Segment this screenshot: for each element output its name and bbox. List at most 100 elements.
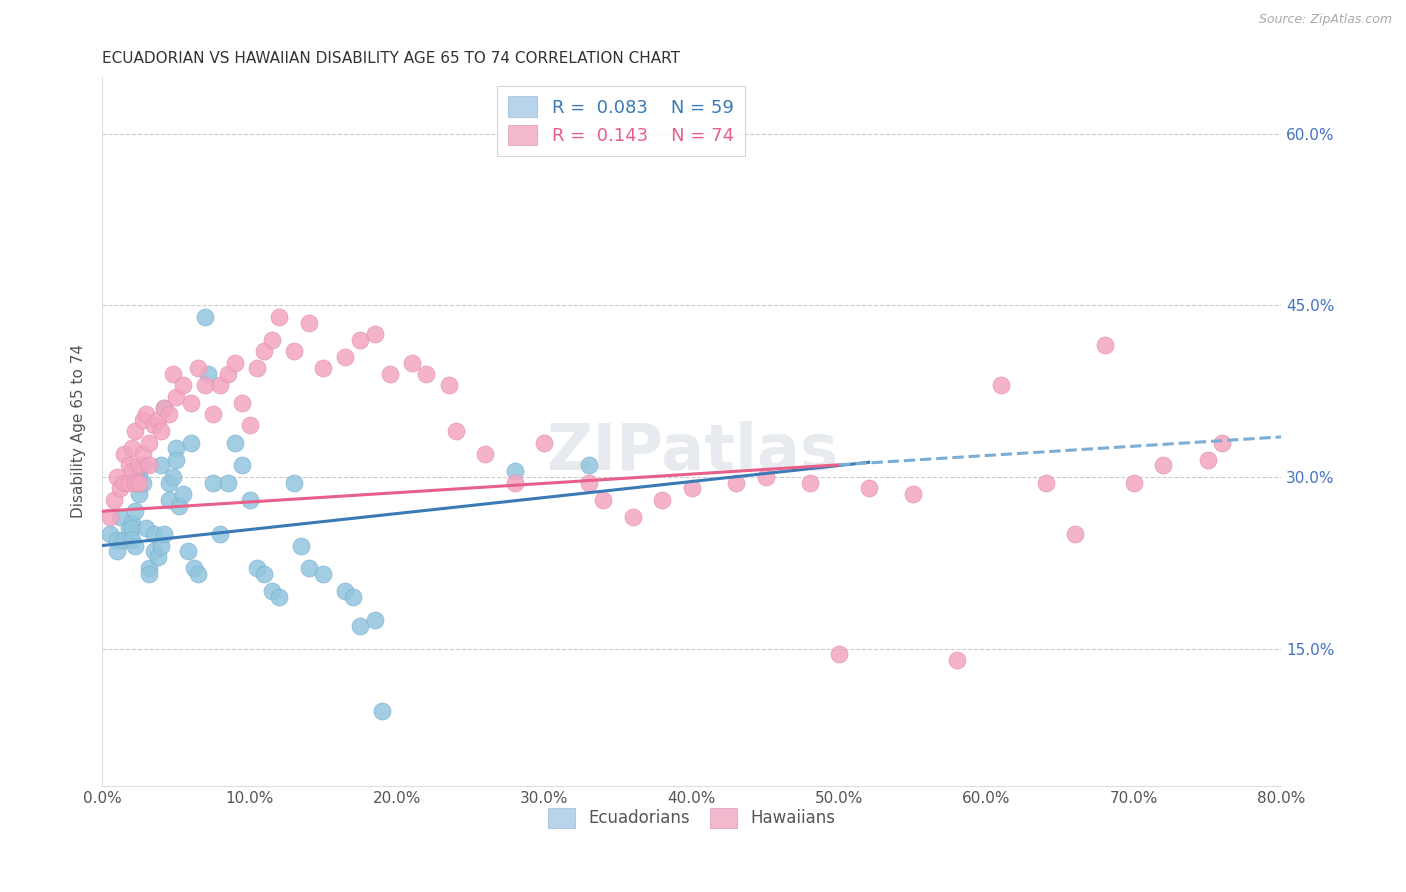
Point [364, 613, 387, 627]
Point [135, 521, 157, 535]
Text: ZIPatlas: ZIPatlas [546, 421, 838, 483]
Point [194, 310, 217, 324]
Point [371, 705, 394, 719]
Point [342, 590, 364, 604]
Point [224, 435, 246, 450]
Legend: Ecuadorians, Hawaiians: Ecuadorians, Hawaiians [541, 802, 842, 834]
Point [165, 442, 187, 456]
Point [142, 544, 165, 558]
Point [1123, 475, 1146, 490]
Point [858, 482, 880, 496]
Point [217, 475, 239, 490]
Point [132, 475, 155, 490]
Point [246, 561, 269, 575]
Point [167, 499, 190, 513]
Point [312, 567, 335, 582]
Point [121, 442, 143, 456]
Point [148, 549, 170, 564]
Point [209, 527, 232, 541]
Point [105, 470, 128, 484]
Point [415, 367, 437, 381]
Point [187, 567, 209, 582]
Point [138, 458, 160, 473]
Point [124, 504, 146, 518]
Point [121, 521, 143, 535]
Point [437, 378, 460, 392]
Point [246, 361, 269, 376]
Point [349, 618, 371, 632]
Point [162, 470, 184, 484]
Point [153, 527, 176, 541]
Point [349, 333, 371, 347]
Point [138, 561, 160, 575]
Point [105, 544, 128, 558]
Point [132, 458, 155, 473]
Point [172, 487, 194, 501]
Point [651, 492, 673, 507]
Point [297, 316, 319, 330]
Point [98, 510, 121, 524]
Point [1153, 458, 1175, 473]
Point [335, 350, 357, 364]
Point [172, 378, 194, 392]
Point [724, 475, 747, 490]
Point [118, 475, 141, 490]
Point [239, 418, 262, 433]
Point [128, 458, 150, 473]
Point [128, 487, 150, 501]
Point [297, 561, 319, 575]
Point [118, 458, 141, 473]
Point [180, 435, 202, 450]
Point [901, 487, 924, 501]
Point [201, 407, 224, 421]
Point [990, 378, 1012, 392]
Point [142, 418, 165, 433]
Point [157, 492, 180, 507]
Point [253, 567, 276, 582]
Point [503, 464, 526, 478]
Point [231, 395, 253, 409]
Point [312, 361, 335, 376]
Point [157, 407, 180, 421]
Point [150, 539, 173, 553]
Point [148, 413, 170, 427]
Point [132, 447, 155, 461]
Point [105, 533, 128, 547]
Point [1035, 475, 1057, 490]
Text: Source: ZipAtlas.com: Source: ZipAtlas.com [1258, 13, 1392, 27]
Point [121, 464, 143, 478]
Point [946, 653, 969, 667]
Point [621, 510, 644, 524]
Point [124, 539, 146, 553]
Point [121, 516, 143, 530]
Point [112, 447, 135, 461]
Point [239, 492, 262, 507]
Point [177, 544, 200, 558]
Point [194, 378, 217, 392]
Point [124, 424, 146, 438]
Point [187, 361, 209, 376]
Point [828, 647, 851, 661]
Point [364, 326, 387, 341]
Point [153, 401, 176, 416]
Y-axis label: Disability Age 65 to 74: Disability Age 65 to 74 [72, 344, 86, 518]
Point [231, 458, 253, 473]
Point [112, 533, 135, 547]
Point [112, 475, 135, 490]
Point [260, 584, 283, 599]
Point [1094, 338, 1116, 352]
Point [108, 510, 131, 524]
Point [132, 413, 155, 427]
Point [267, 310, 290, 324]
Point [378, 367, 401, 381]
Point [201, 475, 224, 490]
Point [290, 539, 312, 553]
Text: ECUADORIAN VS HAWAIIAN DISABILITY AGE 65 TO 74 CORRELATION CHART: ECUADORIAN VS HAWAIIAN DISABILITY AGE 65… [103, 51, 681, 66]
Point [153, 401, 176, 416]
Point [150, 458, 173, 473]
Point [128, 470, 150, 484]
Point [799, 475, 821, 490]
Point [138, 567, 160, 582]
Point [503, 475, 526, 490]
Point [157, 475, 180, 490]
